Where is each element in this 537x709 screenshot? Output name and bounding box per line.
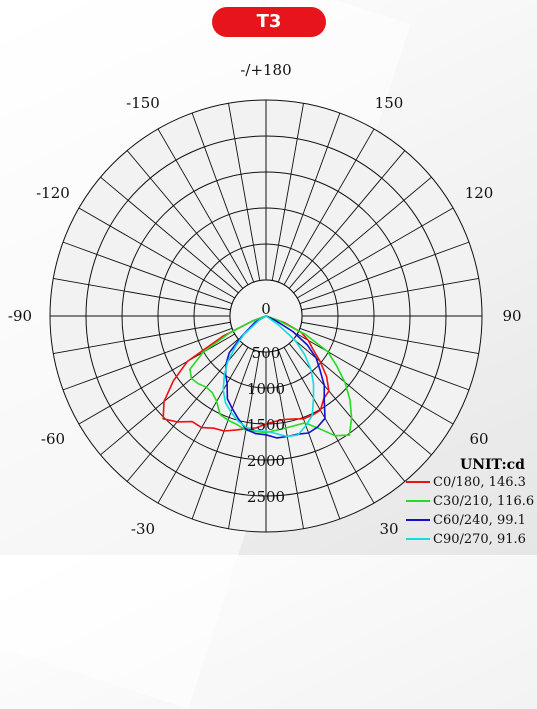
grid-spoke bbox=[126, 343, 244, 482]
grid-ring-inner bbox=[229, 279, 303, 353]
radial-tick-label: 1500 bbox=[247, 416, 285, 434]
legend-entry-0: C0/180, 146.3 bbox=[433, 475, 526, 490]
series-line-3 bbox=[222, 315, 315, 438]
grid-spoke bbox=[191, 112, 255, 283]
radial-tick-labels: 0 500 1000 1500 2000 2500 bbox=[247, 300, 285, 506]
radial-tick-label: 2500 bbox=[247, 488, 285, 506]
legend: UNIT:cd C0/180, 146.3 C30/210, 116.6 C60/24… bbox=[406, 457, 534, 547]
legend-entry-3: C90/270, 91.6 bbox=[433, 532, 526, 547]
grid-spoke bbox=[191, 349, 255, 520]
grid-spoke bbox=[299, 241, 470, 305]
grid-spoke bbox=[126, 150, 244, 289]
legend-entry-2: C60/240, 99.1 bbox=[433, 513, 526, 528]
grid-spoke bbox=[228, 351, 261, 529]
grid-spoke bbox=[62, 241, 233, 305]
radial-tick-label: 500 bbox=[252, 344, 281, 362]
intensity-curves bbox=[162, 315, 353, 439]
grid-spoke bbox=[293, 176, 432, 294]
grid-spoke bbox=[100, 338, 239, 456]
grid-ring bbox=[121, 171, 411, 461]
angle-label: 0 bbox=[261, 553, 271, 555]
radial-tick-label: 2000 bbox=[247, 452, 285, 470]
grid-ring bbox=[193, 243, 339, 389]
grid-ring bbox=[49, 99, 483, 533]
grid-spoke bbox=[271, 351, 304, 529]
angle-label: 150 bbox=[375, 94, 404, 112]
angle-label: 30 bbox=[379, 520, 398, 538]
grid-spoke bbox=[301, 321, 479, 354]
grid-spoke bbox=[283, 128, 375, 286]
grid-spoke bbox=[62, 327, 233, 391]
grid-spoke bbox=[296, 207, 454, 299]
radial-tick-label: 1000 bbox=[247, 380, 285, 398]
angle-label: -90 bbox=[8, 307, 32, 325]
grid-spoke bbox=[157, 128, 249, 286]
grid-spoke bbox=[277, 112, 341, 283]
polar-intensity-chart: 0 500 1000 1500 2000 2500 -/+180 -150 150 -120 12… bbox=[8, 61, 534, 555]
angle-label: -/+180 bbox=[240, 61, 291, 79]
grid-spoke bbox=[277, 349, 341, 520]
angle-label: 120 bbox=[465, 184, 494, 202]
grid-spoke bbox=[78, 207, 236, 299]
grid-spoke bbox=[283, 346, 375, 504]
grid-ring bbox=[85, 135, 447, 497]
angle-labels: -/+180 -150 150 -120 120 -90 90 -60 60 -30 30 0 bbox=[8, 61, 522, 555]
angle-label: -120 bbox=[36, 184, 70, 202]
title-badge: T3 bbox=[212, 7, 326, 37]
angle-label: -150 bbox=[126, 94, 160, 112]
series-line-0 bbox=[162, 315, 330, 432]
grid-spoke bbox=[53, 278, 231, 311]
grid-spoke bbox=[271, 103, 304, 281]
grid-spoke bbox=[228, 103, 261, 281]
grid-spoke bbox=[299, 327, 470, 391]
grid-spoke bbox=[157, 346, 249, 504]
legend-entry-1: C30/210, 116.6 bbox=[433, 494, 534, 509]
angle-label: 60 bbox=[469, 430, 488, 448]
grid-spoke bbox=[288, 150, 406, 289]
angle-label: -60 bbox=[41, 430, 65, 448]
grid-spoke bbox=[288, 343, 406, 482]
grid-spoke bbox=[301, 278, 479, 311]
radial-tick-label: 0 bbox=[261, 300, 271, 318]
grid-spoke bbox=[100, 176, 239, 294]
legend-title: UNIT:cd bbox=[460, 457, 525, 473]
angle-label: 90 bbox=[502, 307, 521, 325]
angle-label: -30 bbox=[131, 520, 155, 538]
grid-spoke bbox=[53, 321, 231, 354]
